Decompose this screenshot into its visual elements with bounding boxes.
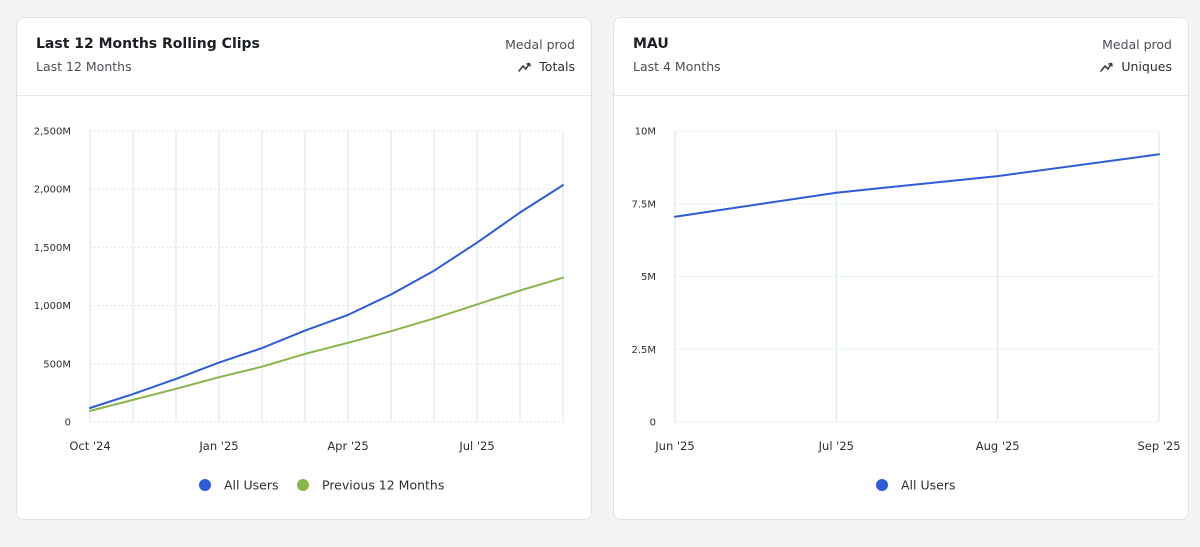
y-tick-label: 500M [43, 359, 71, 370]
y-tick-label: 7.5M [631, 199, 656, 210]
series-line-all-users [89, 184, 564, 409]
x-tick-label: Sep '25 [1137, 439, 1180, 453]
legend-label: All Users [224, 478, 278, 493]
card-title: Last 12 Months Rolling Clips [36, 36, 260, 52]
series-line-all-users [674, 153, 1160, 218]
mau-card: MAU Last 4 Months Medal prod Uniques 0 2.… [613, 17, 1189, 520]
legend-marker [297, 479, 309, 491]
x-tick-label: Aug '25 [976, 439, 1020, 453]
y-tick-label: 0 [650, 418, 656, 429]
x-tick-label: Oct '24 [69, 439, 110, 453]
card-header: Last 12 Months Rolling Clips Last 12 Mon… [17, 18, 591, 96]
metric-selector[interactable]: Uniques [1100, 59, 1172, 74]
card-title: MAU [633, 36, 669, 52]
series-line-previous-12-months [89, 276, 564, 412]
trend-line-icon [518, 62, 532, 72]
y-tick-label: 5M [641, 272, 656, 283]
card-subtitle: Last 12 Months [36, 59, 132, 74]
legend-marker [199, 479, 211, 491]
card-header: MAU Last 4 Months Medal prod Uniques [614, 18, 1188, 96]
rolling-clips-line-chart: 0 500M 1,000M 1,500M 2,000M 2,500M Oct '24 Jan … [34, 127, 564, 493]
data-source-label[interactable]: Medal prod [1102, 37, 1172, 52]
y-tick-label: 10M [635, 127, 656, 138]
y-tick-label: 1,000M [34, 301, 71, 312]
x-tick-label: Jun '25 [654, 439, 694, 453]
metric-label: Totals [539, 59, 575, 74]
metric-selector[interactable]: Totals [518, 59, 575, 74]
trend-line-icon [1100, 62, 1114, 72]
card-subtitle: Last 4 Months [633, 59, 721, 74]
x-tick-label: Jul '25 [818, 439, 854, 453]
data-source-label[interactable]: Medal prod [505, 37, 575, 52]
y-tick-label: 2,000M [34, 185, 71, 196]
y-tick-label: 0 [65, 418, 71, 429]
y-tick-label: 2,500M [34, 127, 71, 138]
y-tick-label: 1,500M [34, 243, 71, 254]
y-tick-label: 2.5M [631, 345, 656, 356]
metric-label: Uniques [1121, 59, 1172, 74]
legend-marker [876, 479, 888, 491]
legend-label: Previous 12 Months [322, 478, 444, 493]
x-tick-label: Jul '25 [458, 439, 494, 453]
legend-label: All Users [901, 478, 955, 493]
rolling-clips-card: Last 12 Months Rolling Clips Last 12 Mon… [16, 17, 592, 520]
x-tick-label: Jan '25 [198, 439, 238, 453]
x-tick-label: Apr '25 [327, 439, 368, 453]
mau-line-chart: 0 2.5M 5M 7.5M 10M Jun '25 Jul '25 Aug '25 Sep '… [631, 127, 1180, 493]
